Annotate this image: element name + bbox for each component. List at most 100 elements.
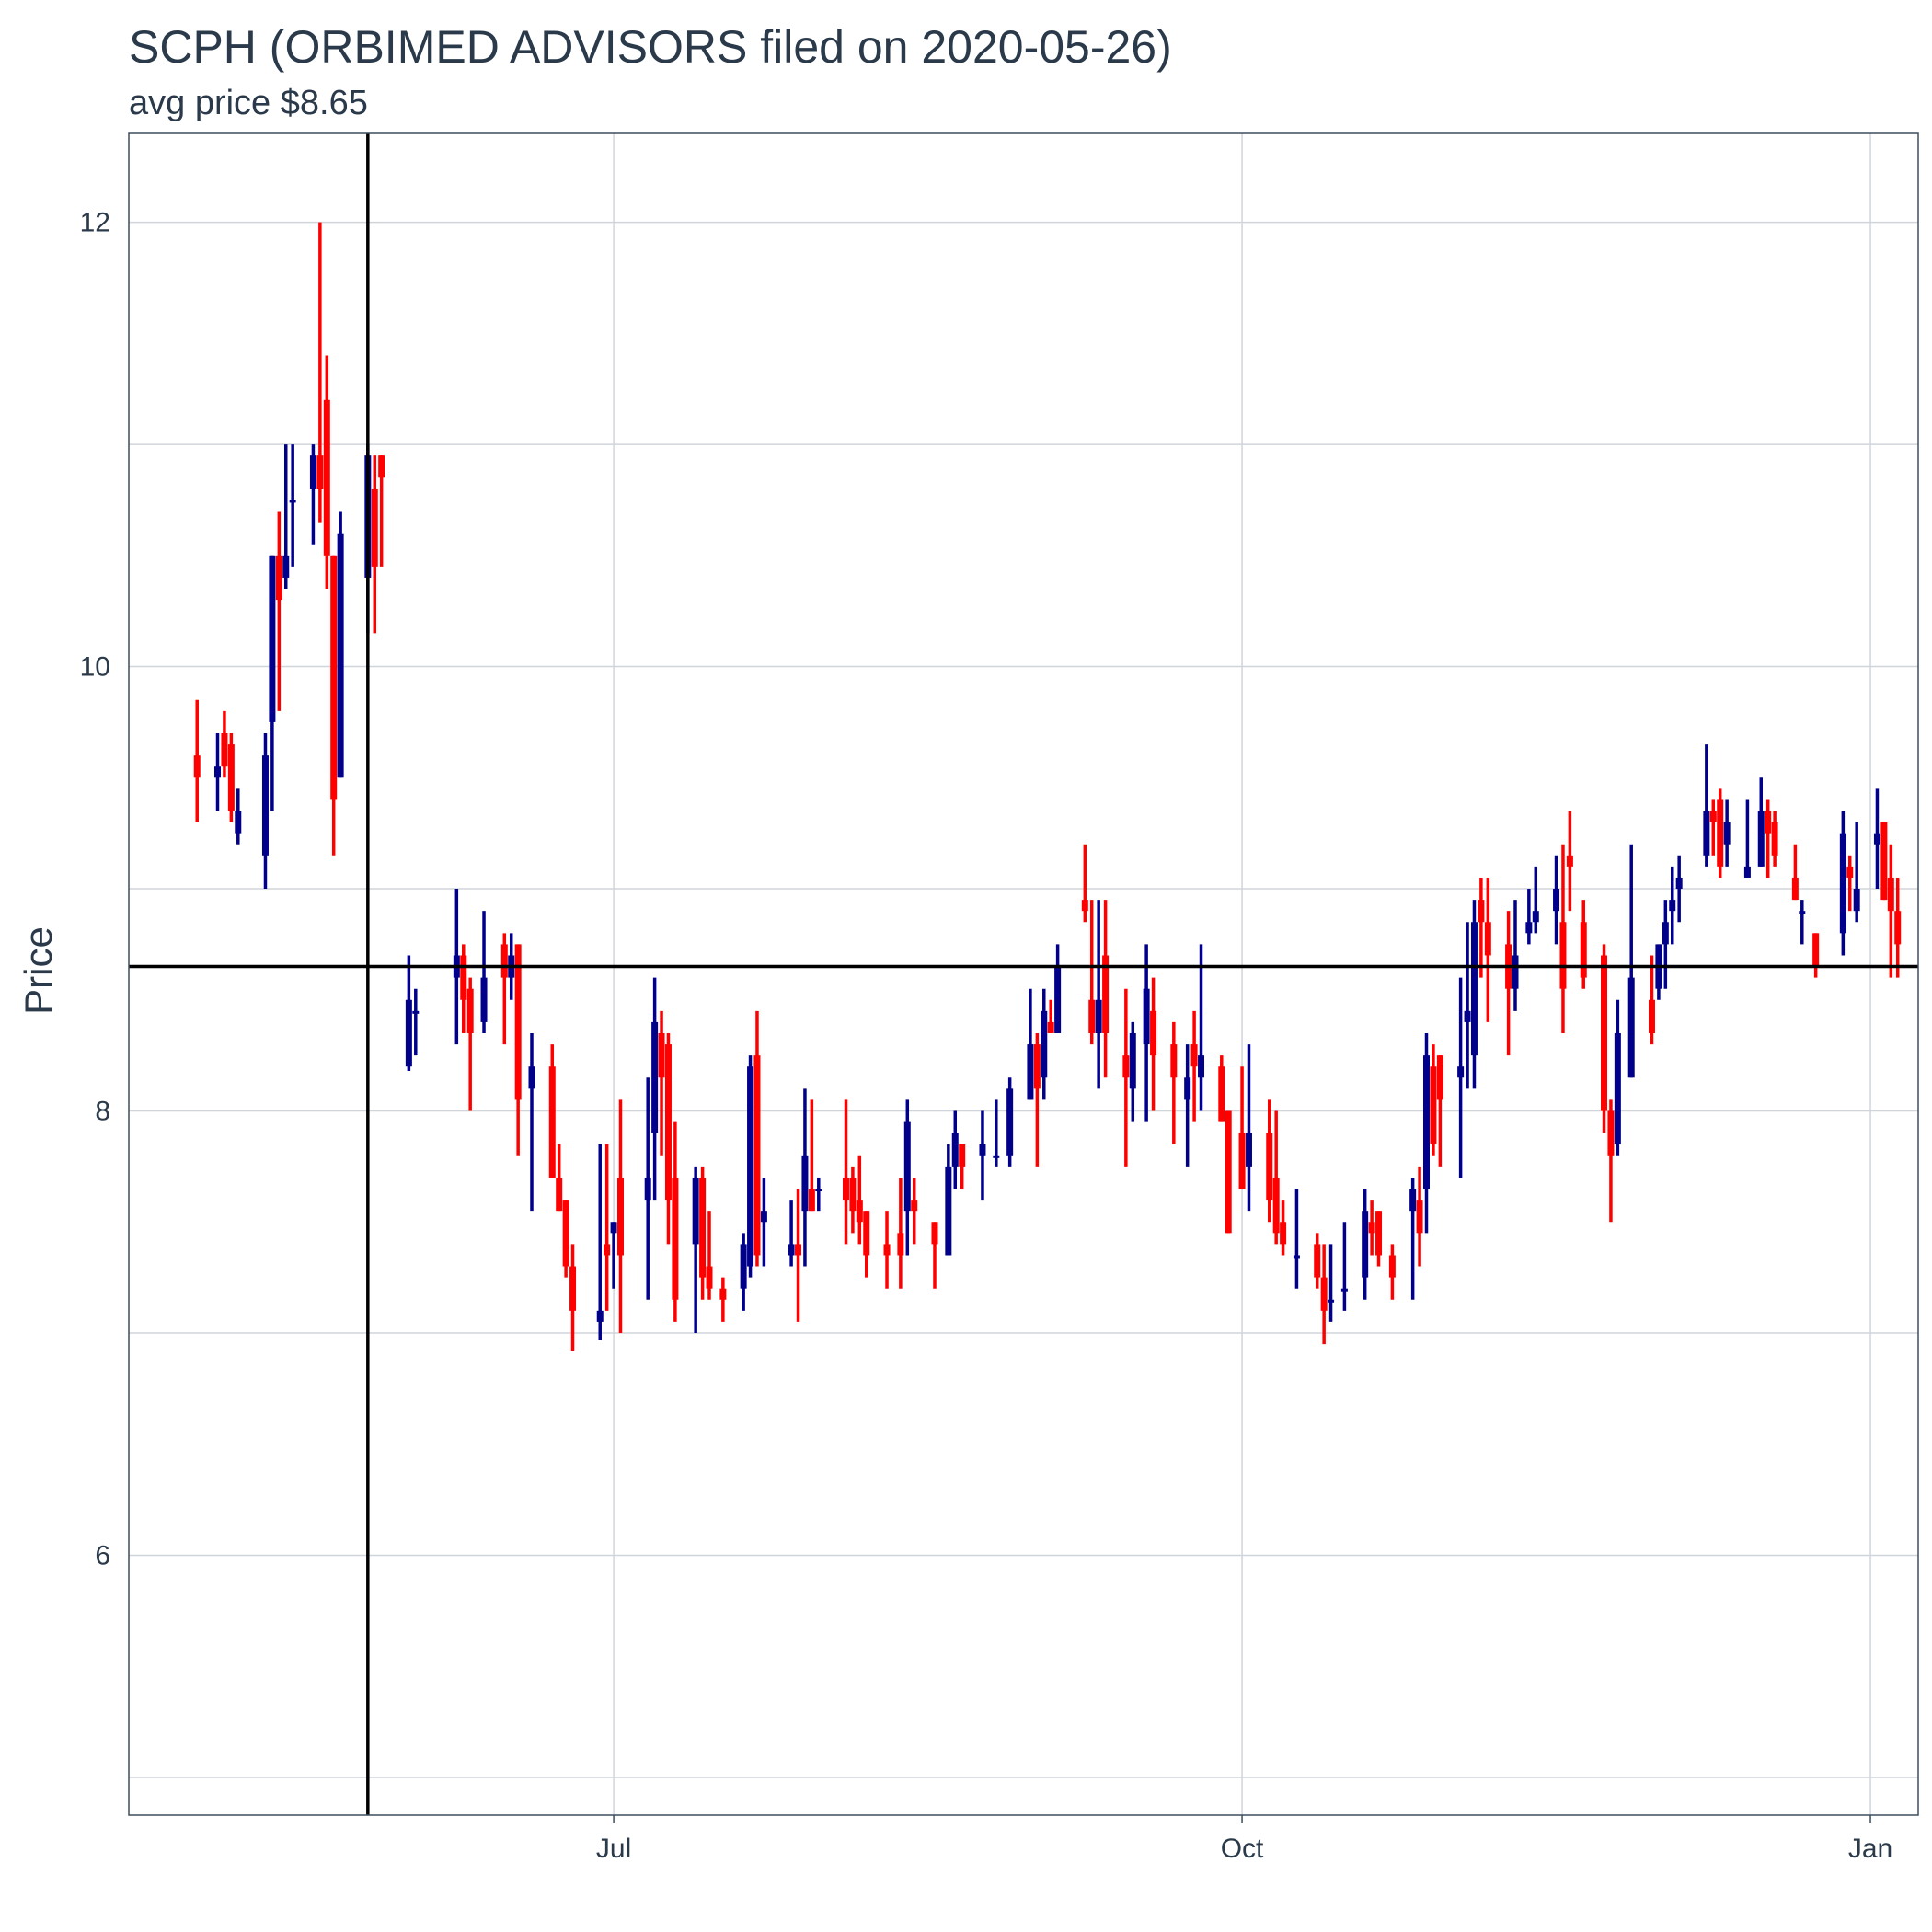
candle	[1272, 1110, 1280, 1245]
candle	[1553, 855, 1560, 945]
candle	[993, 1099, 1000, 1167]
y-tick-label: 8	[95, 1097, 110, 1127]
candle	[1368, 1200, 1375, 1256]
candle-body	[1088, 999, 1096, 1033]
candle	[221, 710, 228, 778]
y-tick-label: 6	[95, 1540, 110, 1570]
candle	[1873, 788, 1880, 890]
candle	[1648, 955, 1655, 1045]
candle	[959, 1144, 966, 1190]
candle	[1662, 900, 1669, 989]
candle	[1388, 1244, 1396, 1300]
candle	[1757, 777, 1765, 867]
candle	[1614, 999, 1621, 1156]
candle	[269, 555, 276, 811]
candle-body	[1648, 999, 1655, 1033]
candle-body	[1184, 1077, 1191, 1100]
candle	[330, 555, 338, 856]
candle	[1280, 1200, 1287, 1256]
candle	[1122, 988, 1130, 1167]
candle-body	[1190, 1044, 1198, 1067]
candle-body	[1799, 911, 1806, 914]
candle-body	[1238, 1133, 1246, 1190]
candle-body	[1839, 833, 1846, 934]
candle	[903, 1099, 911, 1256]
candle-body	[1662, 922, 1669, 945]
candle	[788, 1200, 795, 1267]
candle	[596, 1144, 604, 1340]
candle-body	[1409, 1189, 1417, 1212]
candle-body	[1436, 1055, 1443, 1100]
candle-body	[1340, 1288, 1348, 1292]
candle-body	[1266, 1133, 1273, 1201]
candle-body	[1580, 922, 1587, 978]
candle	[1218, 1055, 1225, 1122]
candle	[911, 1177, 918, 1245]
candle-body	[261, 755, 269, 856]
candle-body	[1484, 922, 1491, 956]
candle-body	[500, 944, 508, 978]
candle	[897, 1177, 904, 1289]
candle	[1340, 1222, 1348, 1311]
candle	[1293, 1189, 1300, 1289]
candle	[1198, 944, 1205, 1111]
candle-body	[699, 1177, 707, 1278]
candle-body	[1328, 1299, 1335, 1303]
candle-body	[528, 1066, 535, 1089]
candle-body	[1320, 1277, 1328, 1311]
candle	[1143, 944, 1150, 1122]
candle-body	[1280, 1222, 1287, 1245]
candle	[1170, 1021, 1178, 1144]
candle	[1081, 844, 1088, 923]
candle	[1709, 799, 1717, 856]
candle	[1771, 811, 1778, 867]
candle	[1532, 866, 1539, 934]
candle	[1245, 1044, 1252, 1212]
candle	[1436, 1055, 1443, 1167]
candle	[282, 444, 290, 590]
candle	[1894, 877, 1902, 978]
candle-body	[1006, 1088, 1014, 1156]
candle	[556, 1144, 563, 1212]
candle-body	[556, 1177, 563, 1212]
candle-body	[514, 944, 522, 1100]
candle	[1484, 877, 1491, 1022]
candle	[337, 511, 344, 778]
candle	[261, 732, 269, 890]
candle	[692, 1166, 699, 1333]
candle	[808, 1099, 815, 1212]
candle-body	[849, 1177, 857, 1212]
candle-body	[747, 1066, 754, 1267]
candle-body	[951, 1133, 959, 1167]
x-axis-ticks: Jul Oct Jan	[596, 1815, 1892, 1864]
candle	[699, 1166, 707, 1300]
candle	[466, 977, 474, 1111]
candle-body	[330, 555, 338, 800]
candle	[1478, 877, 1485, 978]
candle-body	[1143, 988, 1150, 1045]
candle-body	[1225, 1110, 1232, 1234]
candle	[863, 1211, 870, 1278]
plot-panel-border	[128, 132, 1919, 1816]
candle-body	[1887, 877, 1894, 912]
candle-body	[282, 555, 290, 578]
candle	[951, 1110, 959, 1190]
candle-body	[1375, 1211, 1383, 1256]
candle	[815, 1177, 822, 1212]
candlestick-series	[193, 222, 1902, 1351]
candle	[747, 1055, 754, 1278]
candle-body	[460, 955, 467, 1000]
candle	[1088, 900, 1096, 1045]
candle	[664, 1032, 672, 1245]
candle	[672, 1121, 679, 1322]
candle-body	[1314, 1244, 1321, 1278]
candle-body	[719, 1288, 727, 1300]
candle-body	[562, 1200, 569, 1267]
candle	[1129, 1021, 1136, 1122]
candle-body	[1791, 877, 1799, 901]
candle-body	[692, 1177, 699, 1245]
candle	[1457, 977, 1465, 1178]
candle	[1669, 866, 1676, 945]
candle-body	[289, 500, 296, 503]
